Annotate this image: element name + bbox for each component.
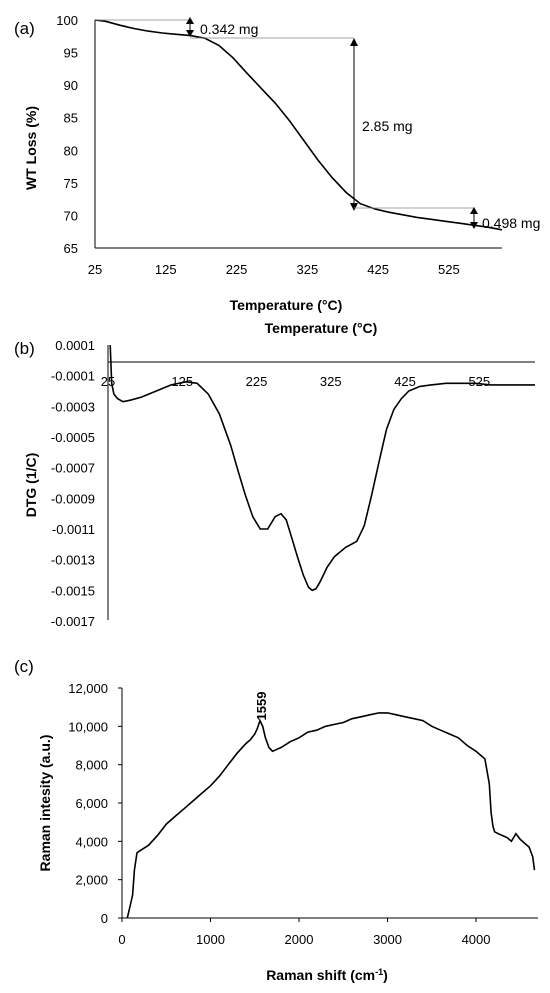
panel-c-raman: (c) 0 2,000 4,000 6,000 8,000 10,000 12,000 0 1… (14, 657, 538, 983)
panel-label-a: (a) (14, 19, 35, 38)
panel-b-dtg: (b) Temperature (°C) 0.0001 -0.0001 -0.000… (14, 320, 535, 629)
y-tick-label: 70 (64, 208, 78, 223)
x-tick-label: 3000 (373, 932, 402, 947)
y-tick-label: -0.0005 (51, 430, 95, 445)
annotation-0342: 0.342 mg (95, 17, 258, 37)
x-tick-label: 525 (438, 262, 460, 277)
x-tick-label: 425 (367, 262, 389, 277)
x-tick-labels: 0 1000 2000 3000 4000 (118, 918, 491, 947)
series-line-dtg (109, 344, 535, 592)
y-tick-label: -0.0013 (51, 553, 95, 568)
y-tick-label: -0.0003 (51, 399, 95, 414)
top-axis-title: Temperature (°C) (265, 320, 378, 336)
y-tick-label: 0.0001 (55, 338, 95, 353)
annotation-0498: 0.498 mg (354, 207, 540, 231)
y-tick-label: 95 (64, 46, 78, 61)
y-axis-title: DTG (1/C) (23, 453, 39, 518)
y-tick-label: -0.0015 (51, 583, 95, 598)
x-tick-label: 25 (88, 262, 102, 277)
peak-label-1559: 1559 (254, 692, 269, 721)
y-tick-label: 8,000 (75, 758, 108, 773)
y-tick-label: 6,000 (75, 796, 108, 811)
series-line-wt-loss (94, 19, 503, 231)
series-line-raman (126, 712, 536, 919)
x-tick-label: 125 (155, 262, 177, 277)
y-tick-label: 75 (64, 176, 78, 191)
x-tick-label: 325 (296, 262, 318, 277)
y-tick-label: -0.0009 (51, 491, 95, 506)
y-tick-label: 4,000 (75, 834, 108, 849)
y-tick-labels: 0.0001 -0.0001 -0.0003 -0.0005 -0.0007 -0.000… (51, 338, 95, 629)
x-tick-label: 225 (246, 374, 268, 389)
panel-label-c: (c) (14, 657, 34, 676)
y-tick-label: -0.0007 (51, 461, 95, 476)
y-tick-labels: 0 2,000 4,000 6,000 8,000 10,000 12,000 (68, 681, 122, 926)
y-tick-label: -0.0011 (52, 522, 95, 537)
y-tick-label: 80 (64, 143, 78, 158)
annotation-label-285: 2.85 mg (362, 118, 413, 134)
panel-label-b: (b) (14, 339, 35, 358)
y-tick-label: 2,000 (75, 873, 108, 888)
x-tick-label: 525 (468, 374, 490, 389)
y-tick-label: 65 (64, 241, 78, 256)
y-tick-label: 12,000 (68, 681, 108, 696)
x-tick-label: 4000 (462, 932, 491, 947)
annotation-label-0342: 0.342 mg (200, 21, 258, 37)
x-tick-label: 125 (171, 374, 193, 389)
y-tick-labels: 65 70 75 80 85 90 95 100 (56, 13, 78, 256)
x-tick-label: 1000 (196, 932, 225, 947)
y-tick-label: 0 (101, 911, 108, 926)
x-tick-label: 425 (394, 374, 416, 389)
y-tick-label: -0.0001 (51, 369, 95, 384)
x-tick-label: 325 (320, 374, 342, 389)
x-axis-title: Raman shift (cm-1) (266, 967, 388, 983)
y-tick-label: 10,000 (68, 719, 108, 734)
x-tick-label: 0 (118, 932, 125, 947)
y-tick-label: -0.0017 (51, 614, 95, 629)
y-axis-title: WT Loss (%) (23, 106, 39, 190)
x-tick-label: 2000 (285, 932, 314, 947)
annotation-285: 2.85 mg (190, 37, 413, 211)
x-axis-title: Temperature (°C) (230, 297, 343, 313)
y-tick-label: 90 (64, 78, 78, 93)
y-axis-title: Raman intesity (a.u.) (37, 735, 53, 872)
x-tick-label: 225 (226, 262, 248, 277)
x-tick-labels: 25 125 225 325 425 525 (88, 262, 460, 277)
annotation-label-0498: 0.498 mg (482, 215, 540, 231)
x-tick-labels: 25 125 225 325 425 525 (101, 374, 490, 389)
y-tick-label: 100 (56, 13, 78, 28)
y-tick-label: 85 (64, 111, 78, 126)
